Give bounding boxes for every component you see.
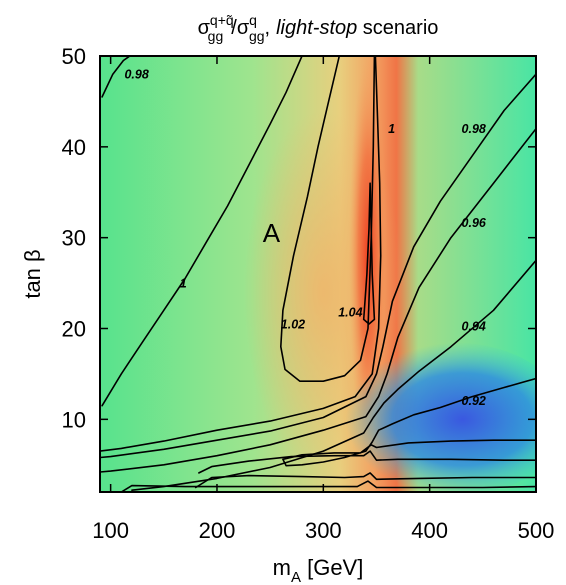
x-axis-title-subscript: A xyxy=(291,569,301,585)
chart-title-text: σq+q̃ gg/σq gg, light-stop scenario xyxy=(198,12,439,44)
x-axis: 100 200 300 400 500 xyxy=(92,56,554,543)
x-tick-label-3: 400 xyxy=(411,518,448,543)
y-tick-label-3: 40 xyxy=(62,135,86,160)
y-tick-label-4: 50 xyxy=(62,44,86,69)
x-tick-label-1: 200 xyxy=(199,518,236,543)
x-axis-title-unit: [GeV] xyxy=(301,555,363,580)
region-labels: A xyxy=(263,218,281,248)
contour-line-3 xyxy=(362,182,376,325)
chart-title: σq+q̃ gg/σq gg, light-stop scenario xyxy=(198,12,439,44)
contour-line-5 xyxy=(100,73,536,459)
y-tick-label-2: 30 xyxy=(62,226,86,251)
contour-label-0: 0.98 xyxy=(124,68,148,82)
x-axis-title: mA [GeV] xyxy=(273,555,364,585)
x-axis-title-main: m xyxy=(273,555,291,580)
title-num-sub: gg xyxy=(208,28,224,44)
title-italic: light-stop xyxy=(276,17,357,39)
title-sigma-1: σ xyxy=(198,17,211,39)
contour-line-10 xyxy=(194,472,536,489)
contour-label-7: 0.94 xyxy=(462,319,486,333)
title-sigma-2: σ xyxy=(237,17,250,39)
title-den-sub: gg xyxy=(249,28,265,44)
contour-label-5: 0.98 xyxy=(462,122,486,136)
contour-label-8: 0.92 xyxy=(462,394,486,408)
y-axis: 10 20 30 40 50 xyxy=(62,44,536,432)
title-den-sup: q xyxy=(249,12,257,28)
contour-line-0 xyxy=(101,56,131,98)
plot-area: 0.98 1 1.02 1.04 1 0.98 0.96 0.94 0.92 xyxy=(100,56,536,492)
region-label-a: A xyxy=(263,218,281,248)
contour-labels: 0.98 1 1.02 1.04 1 0.98 0.96 0.94 0.92 xyxy=(124,68,486,408)
title-rest: scenario xyxy=(357,17,438,39)
title-num-sup: q+q̃ xyxy=(210,12,234,28)
contour-lines xyxy=(100,56,536,492)
contour-line-6 xyxy=(100,127,536,473)
contour-label-2: 1.02 xyxy=(281,318,305,332)
x-tick-label-0: 100 xyxy=(92,518,129,543)
title-slash: / xyxy=(231,17,237,39)
contour-label-1: 1 xyxy=(180,277,187,291)
title-comma: , xyxy=(265,17,271,39)
axis-titles: mA [GeV] tan β xyxy=(20,249,363,585)
contour-label-4: 1 xyxy=(388,122,395,136)
contour-label-6: 0.96 xyxy=(462,216,487,230)
plot-frame xyxy=(99,55,537,493)
contour-line-9 xyxy=(198,450,536,474)
contour-line-11 xyxy=(120,480,536,492)
y-tick-label-0: 10 xyxy=(62,407,86,432)
contour-line-1 xyxy=(101,56,303,407)
y-tick-label-1: 20 xyxy=(62,317,86,342)
contour-label-3: 1.04 xyxy=(338,306,362,320)
contour-line-4 xyxy=(100,56,382,452)
contour-line-7 xyxy=(131,259,536,492)
y-axis-title: tan β xyxy=(20,249,45,298)
contour-line-2 xyxy=(279,56,376,383)
contour-line-8 xyxy=(282,377,536,467)
x-tick-label-4: 500 xyxy=(518,518,555,543)
x-tick-label-2: 300 xyxy=(305,518,342,543)
